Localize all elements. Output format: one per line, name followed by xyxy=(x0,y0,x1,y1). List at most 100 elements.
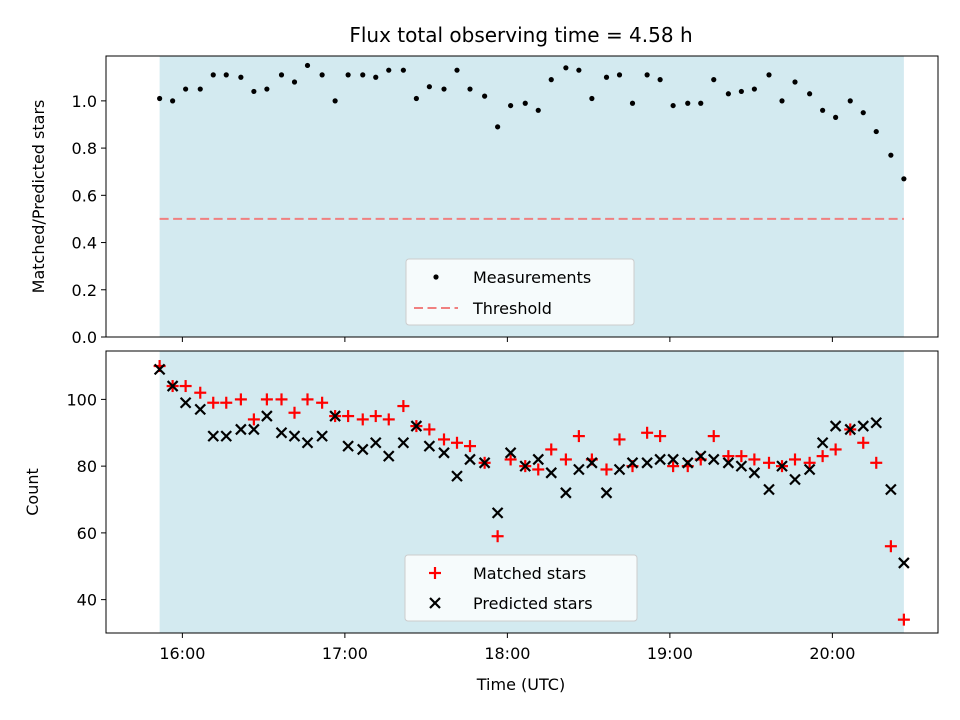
count-panel: 40 60 80 100 16:00 17:00 18:00 19:00 20:00 Coun… xyxy=(23,350,939,694)
predicted-star-point xyxy=(816,436,829,449)
measurement-point xyxy=(644,72,650,78)
measurement-point xyxy=(210,72,216,78)
measurement-point xyxy=(629,100,636,106)
measurement-point xyxy=(603,74,610,80)
matched-star-point xyxy=(288,406,301,419)
matched-star-point xyxy=(369,410,382,423)
predicted-star-point xyxy=(288,430,301,442)
chart-title: Flux total observing time = 4.58 h xyxy=(349,23,692,47)
predicted-star-point xyxy=(153,363,166,376)
measurement-points xyxy=(157,62,907,182)
matched-star-point xyxy=(707,430,720,443)
bottom-legend-box xyxy=(404,554,638,622)
matched-star-point xyxy=(789,453,801,466)
ratio-panel: 0.0 0.2 0.4 0.6 0.8 1.0 Matched/Predicted sta… xyxy=(29,55,939,347)
bottom-y-tick-label: 60 xyxy=(77,524,97,543)
legend-measurements-label: Measurements xyxy=(473,268,591,287)
top-y-tick-label: 0.0 xyxy=(72,328,97,347)
predicted-star-point xyxy=(748,467,761,479)
measurement-point xyxy=(779,98,785,104)
predicted-star-point xyxy=(789,473,801,486)
matched-star-point xyxy=(572,430,585,443)
predicted-star-point xyxy=(356,443,369,456)
measurement-point xyxy=(508,102,514,109)
matched-star-point xyxy=(613,433,626,446)
matched-star-point xyxy=(504,453,517,466)
legend-threshold-label: Threshold xyxy=(472,299,552,318)
predicted-star-point xyxy=(464,453,476,466)
predicted-star-point xyxy=(397,436,410,449)
matched-star-point xyxy=(194,386,207,399)
measurement-point xyxy=(548,77,554,83)
predicted-star-point xyxy=(885,483,897,496)
measurement-point xyxy=(426,84,432,90)
predicted-star-point xyxy=(438,447,450,459)
matched-star-point xyxy=(342,410,355,423)
bottom-x-tick-label: 16:00 xyxy=(159,644,205,663)
top-y-tick-label: 0.4 xyxy=(72,234,97,253)
bottom-y-tick-label: 100 xyxy=(66,390,97,409)
predicted-star-point xyxy=(763,483,775,496)
measurement-point xyxy=(467,86,473,92)
matched-star-point xyxy=(897,613,910,626)
legend-measurements-marker xyxy=(433,274,439,280)
predicted-star-point xyxy=(275,426,288,439)
matched-star-point xyxy=(234,393,247,406)
predicted-star-point xyxy=(235,423,247,436)
measurement-point xyxy=(860,110,866,116)
predicted-star-points xyxy=(153,363,910,569)
measurement-point xyxy=(238,74,244,80)
measurement-point xyxy=(413,95,419,102)
measurement-point xyxy=(873,128,879,135)
predicted-star-point xyxy=(301,436,314,449)
predicted-star-point xyxy=(220,430,233,442)
bottom-x-tick-label: 18:00 xyxy=(484,644,530,663)
measurement-point xyxy=(170,98,176,104)
top-legend-box xyxy=(405,258,635,326)
predicted-star-point xyxy=(667,453,679,466)
measurement-point xyxy=(685,100,691,106)
bottom-x-tick-label: 19:00 xyxy=(647,644,693,663)
bottom-y-tick-label: 80 xyxy=(77,457,97,476)
measurement-point xyxy=(589,95,595,102)
measurement-point xyxy=(833,114,839,120)
matched-star-point xyxy=(748,453,761,466)
measurement-point xyxy=(495,124,501,130)
top-x-axis-ticks xyxy=(181,337,833,342)
predicted-star-point xyxy=(423,440,436,452)
measurement-point xyxy=(319,72,325,78)
predicted-star-point xyxy=(600,487,613,499)
matched-star-point xyxy=(545,443,558,456)
measurement-point xyxy=(792,79,798,85)
measurement-point xyxy=(482,93,488,99)
matched-star-point xyxy=(397,400,410,413)
measurement-point xyxy=(360,72,366,78)
measurement-point xyxy=(616,72,623,78)
measurement-point xyxy=(264,86,270,92)
predicted-star-point xyxy=(573,463,585,476)
matched-star-point xyxy=(532,463,545,476)
top-y-axis-ticks: 0.0 0.2 0.4 0.6 0.8 1.0 xyxy=(72,92,106,347)
predicted-star-point xyxy=(491,507,504,519)
matched-star-point xyxy=(600,463,613,476)
predicted-star-point xyxy=(626,457,639,469)
measurement-point xyxy=(847,98,853,104)
matched-star-point xyxy=(667,460,680,473)
predicted-star-point xyxy=(803,463,816,476)
predicted-star-point xyxy=(560,487,572,499)
predicted-star-point xyxy=(179,396,192,409)
matched-star-point xyxy=(816,450,829,463)
matched-star-point xyxy=(220,396,233,409)
matched-star-point xyxy=(423,423,436,436)
measurement-point xyxy=(820,107,826,113)
predicted-star-point xyxy=(844,423,857,436)
measurement-point xyxy=(698,100,704,106)
measurement-point xyxy=(197,86,203,92)
matched-star-point xyxy=(301,393,314,406)
matched-star-point xyxy=(884,540,897,553)
bottom-x-tick-label: 17:00 xyxy=(322,644,368,663)
legend-matched-label: Matched stars xyxy=(473,564,586,583)
matched-star-point xyxy=(451,436,463,449)
measurement-point xyxy=(657,77,663,83)
